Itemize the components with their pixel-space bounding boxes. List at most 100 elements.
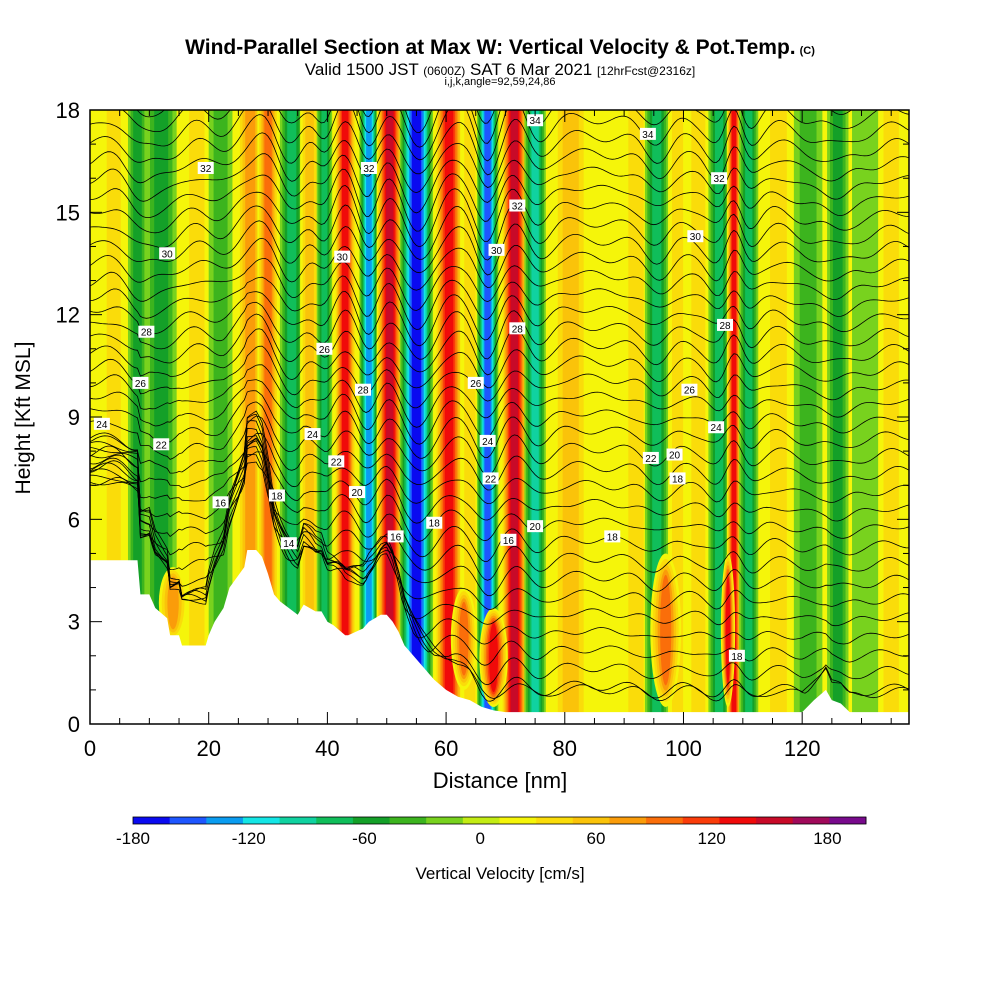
velocity-band [321, 110, 328, 724]
velocity-column [764, 110, 793, 724]
contour-label: 22 [482, 472, 499, 485]
y-tick-label: 6 [68, 507, 80, 532]
velocity-column [726, 110, 742, 724]
contour-label-text: 16 [215, 498, 227, 509]
contour-label-text: 30 [162, 249, 174, 260]
x-tick-label: 40 [315, 736, 339, 761]
velocity-band [731, 110, 737, 724]
isentrope-line [90, 313, 909, 376]
contour-label: 16 [387, 530, 404, 543]
velocity-band [366, 110, 372, 724]
velocity-band [484, 110, 491, 724]
colorbar-label: Vertical Velocity [cm/s] [415, 864, 585, 883]
contour-label-bg [387, 530, 404, 543]
contour-label-text: 28 [141, 328, 153, 339]
colorbar-tick-label: -180 [116, 829, 150, 848]
contour-label: 22 [153, 438, 170, 451]
contour-label-bg [132, 376, 149, 389]
contour-label-bg [212, 496, 229, 509]
colorbar-tick-label: 120 [697, 829, 725, 848]
contour-label-bg [687, 230, 704, 243]
velocity-column [208, 110, 233, 724]
contour-label-text: 16 [503, 536, 515, 547]
velocity-column [460, 110, 480, 724]
contour-label-bg [666, 448, 683, 461]
isentrope-line [90, 401, 909, 477]
isentrope-line [95, 110, 909, 148]
isentrope-line [90, 446, 909, 581]
velocity-band [592, 110, 621, 724]
isentrope-line [90, 390, 909, 459]
contour-label: 32 [711, 172, 728, 185]
valid-date: SAT 6 Mar 2021 [470, 60, 593, 79]
contour-label-bg [426, 516, 443, 529]
colorbar-swatch [426, 817, 464, 824]
contour-label-text: 26 [470, 379, 482, 390]
contour-label: 24 [479, 434, 496, 448]
velocity-band [464, 110, 476, 724]
colorbar-swatch [352, 817, 391, 824]
y-axis: 0 3 6 9 12 15 18 [56, 98, 909, 737]
contour-label-bg [159, 247, 176, 260]
contour-labels: 32 30 28 26 24 22 16 18 14 26 24 22 20 28 30 32 16 18 26 24… [93, 114, 745, 663]
contour-label-bg [717, 318, 734, 331]
contour-label-text: 32 [200, 164, 212, 175]
isentrope-line [90, 153, 909, 214]
contour-label-bg [728, 649, 745, 662]
contour-label-bg [509, 322, 526, 335]
contour-label-text: 24 [307, 430, 319, 441]
colorbar-frame [132, 816, 867, 825]
contour-label-text: 34 [530, 116, 542, 127]
contour-label-bg [360, 161, 377, 174]
contour-label-bg [138, 325, 155, 338]
contour-label-text: 26 [684, 386, 696, 397]
contour-label-text: 26 [319, 345, 331, 356]
velocity-column [183, 110, 210, 724]
updraft-band [489, 622, 499, 693]
contour-label-bg [479, 434, 496, 447]
contour-label: 30 [687, 230, 704, 243]
contour-label: 16 [500, 533, 517, 547]
isentrope-line [90, 451, 909, 524]
contour-label-bg [500, 533, 517, 546]
velocity-band [770, 110, 787, 724]
x-tick-label: 100 [665, 736, 702, 761]
velocity-band [799, 110, 817, 724]
isentrope-contours [90, 110, 909, 702]
y-axis-label: Height [Kft MSL] [12, 341, 35, 495]
contour-label-text: 24 [482, 437, 494, 448]
velocity-band [133, 110, 142, 724]
contour-label: 22 [328, 455, 345, 468]
updraft-band [167, 576, 179, 630]
contour-label-bg [349, 486, 366, 499]
velocity-band [411, 110, 421, 724]
y-tick-label: 15 [56, 200, 80, 225]
contour-label: 32 [197, 161, 214, 175]
isentrope-line [90, 364, 909, 428]
velocity-column [592, 110, 621, 724]
velocity-band [671, 110, 684, 724]
contour-label-text: 24 [96, 420, 108, 431]
contour-label: 22 [642, 451, 659, 465]
contour-label-bg [334, 250, 351, 263]
contour-label: 26 [681, 383, 698, 397]
isentrope-line [90, 132, 909, 194]
chart-title: Wind-Parallel Section at Max W: Vertical… [185, 36, 815, 59]
velocity-band [691, 110, 706, 724]
contour-label-text: 14 [283, 539, 295, 550]
velocity-band [189, 110, 205, 724]
contour-label-bg [355, 383, 371, 396]
contour-label-text: 30 [337, 253, 349, 264]
contour-label-text: 32 [714, 174, 726, 185]
updraft-band [660, 574, 672, 686]
contour-label-bg [639, 127, 656, 140]
updraft-band [725, 576, 731, 684]
y-tick-label: 18 [56, 98, 80, 123]
colorbar-swatch [646, 817, 684, 824]
terrain [90, 550, 909, 724]
velocity-band [154, 110, 169, 724]
contour-label-text: 30 [491, 246, 503, 257]
contour-label-bg [527, 114, 544, 127]
low-level-updraft [479, 608, 508, 707]
colorbar-swatch [682, 817, 720, 824]
